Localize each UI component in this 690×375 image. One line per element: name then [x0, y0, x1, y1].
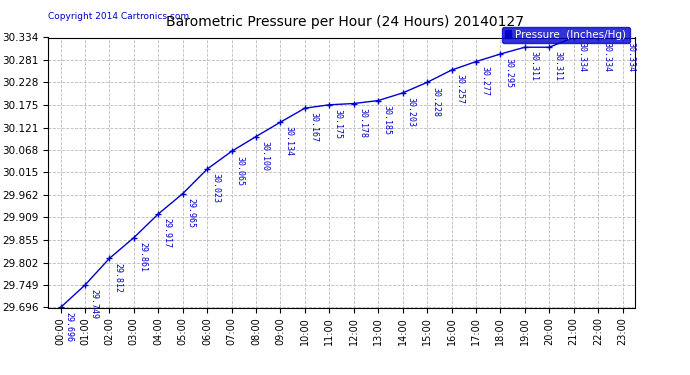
- Text: 30.134: 30.134: [284, 126, 294, 156]
- Text: 30.023: 30.023: [211, 173, 220, 203]
- Pressure  (Inches/Hg): [276, 120, 284, 124]
- Text: 30.203: 30.203: [407, 97, 416, 127]
- Text: 29.749: 29.749: [89, 289, 98, 319]
- Text: 30.185: 30.185: [382, 105, 391, 135]
- Text: 30.311: 30.311: [553, 51, 562, 81]
- Pressure  (Inches/Hg): [130, 236, 138, 240]
- Text: 30.178: 30.178: [358, 108, 367, 138]
- Text: 30.334: 30.334: [627, 42, 635, 72]
- Pressure  (Inches/Hg): [154, 212, 162, 216]
- Text: 29.861: 29.861: [138, 242, 147, 272]
- Text: 29.965: 29.965: [187, 198, 196, 228]
- Pressure  (Inches/Hg): [569, 35, 578, 40]
- Text: 29.812: 29.812: [114, 262, 123, 292]
- Text: 30.065: 30.065: [236, 156, 245, 186]
- Text: 30.277: 30.277: [480, 66, 489, 96]
- Text: 30.311: 30.311: [529, 51, 538, 81]
- Pressure  (Inches/Hg): [252, 134, 260, 139]
- Text: 30.295: 30.295: [504, 58, 513, 88]
- Legend: Pressure  (Inches/Hg): Pressure (Inches/Hg): [502, 27, 629, 43]
- Pressure  (Inches/Hg): [618, 35, 627, 40]
- Text: 30.228: 30.228: [431, 87, 440, 117]
- Pressure  (Inches/Hg): [57, 305, 65, 310]
- Pressure  (Inches/Hg): [545, 45, 553, 50]
- Text: Copyright 2014 Cartronics.com: Copyright 2014 Cartronics.com: [48, 12, 190, 21]
- Pressure  (Inches/Hg): [228, 149, 236, 154]
- Pressure  (Inches/Hg): [496, 52, 504, 56]
- Text: 30.167: 30.167: [309, 112, 318, 142]
- Pressure  (Inches/Hg): [179, 191, 187, 196]
- Pressure  (Inches/Hg): [81, 283, 89, 287]
- Text: 30.175: 30.175: [333, 109, 342, 139]
- Pressure  (Inches/Hg): [374, 98, 382, 103]
- Pressure  (Inches/Hg): [472, 59, 480, 64]
- Pressure  (Inches/Hg): [423, 80, 431, 85]
- Pressure  (Inches/Hg): [447, 68, 455, 72]
- Text: 30.257: 30.257: [455, 74, 464, 104]
- Text: 30.334: 30.334: [602, 42, 611, 72]
- Pressure  (Inches/Hg): [203, 167, 211, 171]
- Text: Barometric Pressure per Hour (24 Hours) 20140127: Barometric Pressure per Hour (24 Hours) …: [166, 15, 524, 29]
- Pressure  (Inches/Hg): [106, 256, 114, 261]
- Text: 30.100: 30.100: [260, 141, 269, 171]
- Pressure  (Inches/Hg): [325, 102, 333, 107]
- Text: 29.917: 29.917: [162, 218, 171, 248]
- Line: Pressure  (Inches/Hg): Pressure (Inches/Hg): [57, 34, 626, 311]
- Pressure  (Inches/Hg): [350, 101, 358, 106]
- Pressure  (Inches/Hg): [521, 45, 529, 50]
- Text: 30.334: 30.334: [578, 42, 587, 72]
- Pressure  (Inches/Hg): [399, 91, 407, 95]
- Pressure  (Inches/Hg): [301, 106, 309, 110]
- Text: 29.696: 29.696: [65, 312, 74, 342]
- Pressure  (Inches/Hg): [594, 35, 602, 40]
